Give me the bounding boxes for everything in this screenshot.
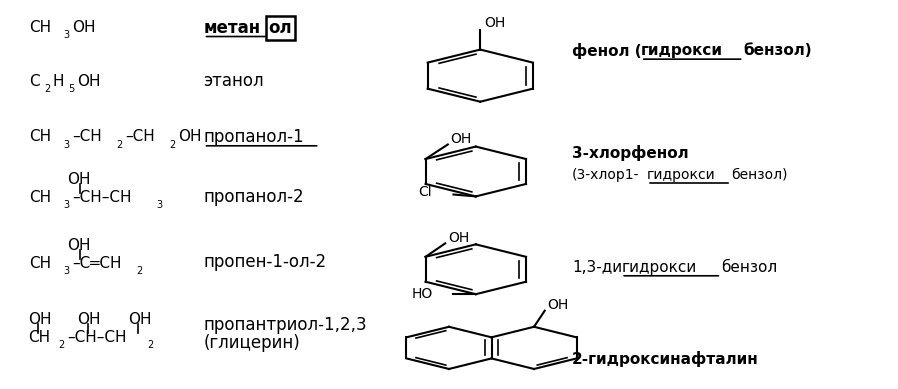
Text: OH: OH xyxy=(548,298,568,312)
Text: 2: 2 xyxy=(116,140,122,150)
Text: H: H xyxy=(53,74,65,89)
Text: –CH: –CH xyxy=(73,130,102,144)
Text: 1,3-ди: 1,3-ди xyxy=(572,260,622,275)
Text: пропен-1-ол-2: пропен-1-ол-2 xyxy=(204,252,327,271)
Text: CH: CH xyxy=(30,256,52,271)
Text: OH: OH xyxy=(67,238,91,252)
Text: OH: OH xyxy=(73,20,96,35)
Text: бензол: бензол xyxy=(721,260,778,275)
Text: HO: HO xyxy=(411,287,433,301)
Text: 2: 2 xyxy=(58,340,65,350)
Text: ол: ол xyxy=(269,19,293,37)
Text: гидрокси: гидрокси xyxy=(647,168,716,182)
Text: CH: CH xyxy=(28,329,50,345)
Text: 3: 3 xyxy=(64,266,69,276)
Text: 3-хлорфенол: 3-хлорфенол xyxy=(572,145,689,161)
Text: гидрокси: гидрокси xyxy=(621,260,697,275)
Text: 2: 2 xyxy=(169,140,175,150)
Text: 3: 3 xyxy=(156,200,163,210)
Text: OH: OH xyxy=(77,74,101,89)
Text: бензол): бензол) xyxy=(744,43,812,58)
Text: –CH: –CH xyxy=(125,130,154,144)
Text: фенол (: фенол ( xyxy=(572,43,642,59)
Text: CH: CH xyxy=(30,20,52,35)
Text: гидрокси: гидрокси xyxy=(641,43,723,58)
Text: OH: OH xyxy=(128,312,151,327)
Text: OH: OH xyxy=(77,312,101,327)
Text: 3: 3 xyxy=(64,30,69,40)
Text: (3-хлор1-: (3-хлор1- xyxy=(572,168,639,182)
Text: пропанол-1: пропанол-1 xyxy=(204,128,304,146)
Text: OH: OH xyxy=(28,312,51,327)
Text: OH: OH xyxy=(67,172,91,187)
Text: –CH–CH: –CH–CH xyxy=(67,329,127,345)
Text: CH: CH xyxy=(30,130,52,144)
Text: –C═CH: –C═CH xyxy=(73,256,122,271)
Text: OH: OH xyxy=(485,16,506,30)
Text: CH: CH xyxy=(30,190,52,205)
Text: OH: OH xyxy=(451,132,471,146)
Text: этанол: этанол xyxy=(204,72,264,90)
Text: метан: метан xyxy=(204,19,260,37)
Text: 3: 3 xyxy=(64,140,69,150)
Text: 2-гидроксинафталин: 2-гидроксинафталин xyxy=(572,350,759,366)
Text: (глицерин): (глицерин) xyxy=(204,334,300,352)
Text: бензол): бензол) xyxy=(731,168,788,182)
Text: 2: 2 xyxy=(147,340,154,350)
Text: 2: 2 xyxy=(44,84,50,94)
Text: OH: OH xyxy=(178,130,201,144)
Text: 3: 3 xyxy=(64,200,69,210)
Text: –CH–CH: –CH–CH xyxy=(73,190,132,205)
Text: Cl: Cl xyxy=(418,185,431,199)
Text: пропантриол-1,2,3: пропантриол-1,2,3 xyxy=(204,316,367,334)
Text: C: C xyxy=(30,74,40,89)
Text: пропанол-2: пропанол-2 xyxy=(204,188,304,206)
Text: 2: 2 xyxy=(136,266,143,276)
Text: OH: OH xyxy=(448,231,469,245)
Text: 5: 5 xyxy=(68,84,75,94)
